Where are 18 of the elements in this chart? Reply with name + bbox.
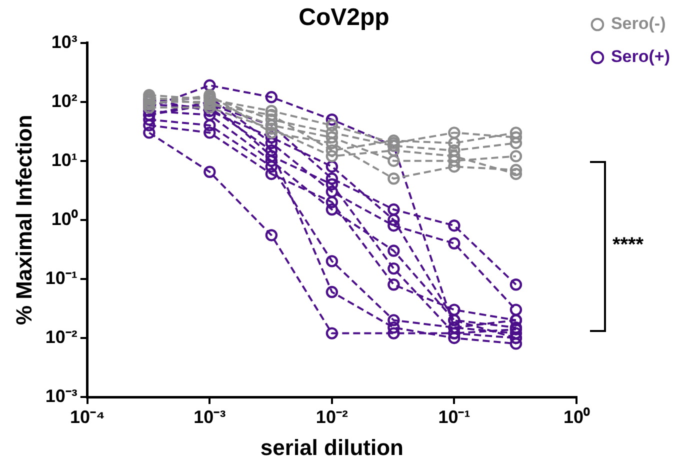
y-tick-label: 10⁻² xyxy=(45,326,78,347)
text: **** xyxy=(612,234,644,258)
x-tick-label: 10⁻³ xyxy=(194,406,226,427)
x-axis-title: serial dilution xyxy=(260,434,404,460)
y-tick-label: 10³ xyxy=(51,32,78,52)
y-tick-label: 10⁻¹ xyxy=(45,268,78,288)
x-tick-label: 10⁻² xyxy=(316,406,348,427)
legend-label: Sero(-) xyxy=(610,14,666,34)
y-axis-title: % Maximal Infection xyxy=(11,114,36,326)
y-tick-label: 10⁰ xyxy=(51,208,78,229)
y-tick-label: 10⁻³ xyxy=(45,386,78,406)
legend-label: Sero(+) xyxy=(610,47,670,66)
x-tick-label: 10⁻¹ xyxy=(438,406,470,427)
x-tick-label: 10⁻⁴ xyxy=(70,406,105,427)
y-tick-label: 10¹ xyxy=(51,150,78,170)
x-tick-label: 10⁰ xyxy=(563,406,590,427)
chart-title: CoV2pp xyxy=(298,4,390,32)
y-tick-label: 10² xyxy=(51,90,78,111)
